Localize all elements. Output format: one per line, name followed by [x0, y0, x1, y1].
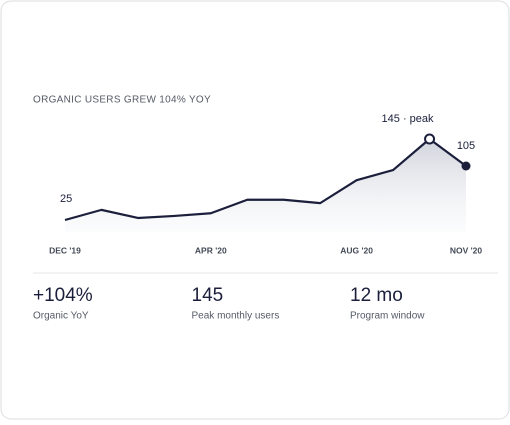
x-tick-label: APR '20	[195, 245, 227, 255]
line	[64, 137, 467, 222]
x-tick-label: NOV '20	[450, 245, 483, 255]
stat-value: 12 mo	[350, 285, 403, 306]
area	[65, 139, 466, 232]
stat-label: Peak monthly users	[192, 311, 280, 322]
x-tick-label: DEC '19	[49, 245, 81, 255]
stat-label: Program window	[350, 311, 425, 322]
stat-label: Organic YoY	[33, 311, 89, 322]
stat-value: +104%	[33, 285, 93, 306]
peak-marker	[424, 133, 436, 145]
value-label: 145 · peak	[382, 113, 434, 125]
value-label: 105	[457, 140, 475, 152]
last-marker	[461, 161, 471, 171]
value-label: 25	[60, 193, 72, 205]
x-tick-label: AUG '20	[340, 245, 373, 255]
stat-value: 145	[192, 285, 224, 306]
chart-title: ORGANIC USERS GREW 104% YOY	[33, 95, 211, 106]
